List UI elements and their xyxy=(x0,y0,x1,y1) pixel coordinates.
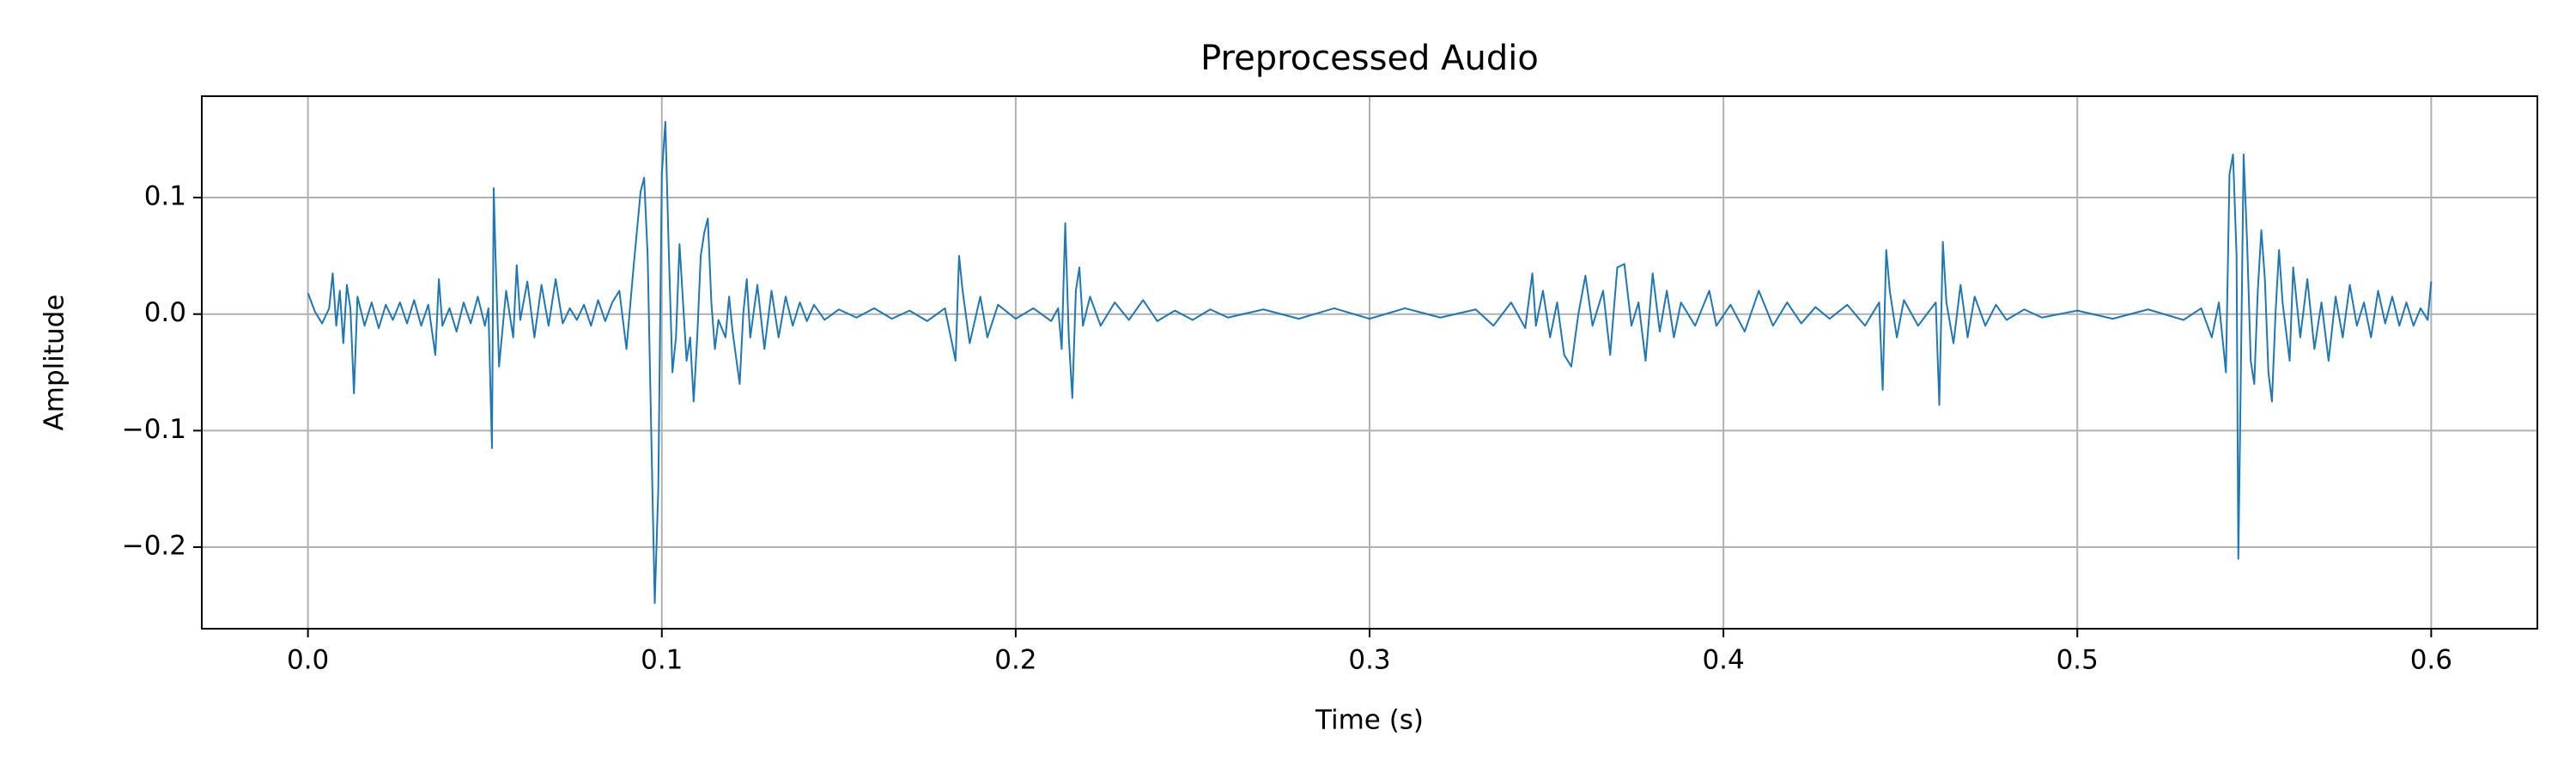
y-tick-label: −0.2 xyxy=(122,531,186,562)
x-tick-label: 0.3 xyxy=(1348,645,1390,676)
y-axis-label: Amplitude xyxy=(39,295,70,431)
x-tick-label: 0.1 xyxy=(641,645,683,676)
x-axis-label: Time (s) xyxy=(1315,705,1424,736)
y-tick-label: −0.1 xyxy=(122,414,186,445)
x-tick-label: 0.0 xyxy=(287,645,329,676)
chart-title: Preprocessed Audio xyxy=(1200,39,1539,78)
x-tick-label: 0.2 xyxy=(994,645,1036,676)
y-tick-label: 0.1 xyxy=(144,181,186,212)
plot-frame xyxy=(201,95,2538,630)
x-tick-label: 0.6 xyxy=(2410,645,2452,676)
y-tick-label: 0.0 xyxy=(144,297,186,328)
waveform-line xyxy=(307,120,2433,605)
x-tick-label: 0.4 xyxy=(1702,645,1744,676)
x-tick-label: 0.5 xyxy=(2057,645,2099,676)
